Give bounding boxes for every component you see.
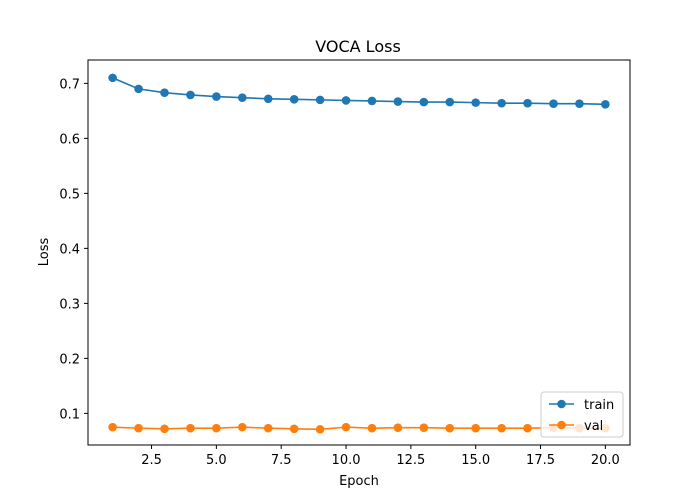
data-point-val (108, 422, 117, 432)
series-line-train (112, 77, 606, 106)
data-point-val (341, 422, 351, 432)
data-point-val (393, 423, 403, 432)
data-point-val (497, 423, 506, 433)
y-axis-title: Loss (37, 238, 52, 267)
data-point-train (471, 98, 480, 107)
data-point-val (367, 423, 377, 433)
x-tick-label: 20.0 (591, 453, 620, 468)
x-tick-label: 15.0 (461, 453, 490, 468)
data-point-val (160, 424, 169, 434)
data-point-train (367, 96, 377, 106)
data-point-train (186, 90, 195, 100)
data-point-train (289, 95, 299, 104)
data-point-val (289, 424, 299, 434)
x-tick-label: 2.5 (141, 453, 162, 468)
x-tick-label: 17.5 (526, 453, 555, 468)
data-point-val (263, 423, 273, 433)
data-point-train (108, 73, 117, 83)
data-point-val (186, 423, 195, 433)
data-point-train (212, 92, 221, 101)
legend-marker-val (557, 420, 566, 430)
x-axis-title: Epoch (339, 474, 379, 489)
data-point-train (263, 94, 273, 104)
legend-label-val: val (584, 419, 603, 434)
x-tick-label: 5.0 (206, 453, 227, 468)
data-point-val (419, 423, 429, 432)
legend: train val (540, 391, 624, 438)
data-point-val (315, 425, 325, 434)
y-tick-label: 0.7 (59, 77, 80, 92)
y-tick-label: 0.2 (59, 352, 80, 367)
data-point-train (523, 98, 532, 108)
y-tick-label: 0.4 (59, 242, 80, 257)
legend-label-train: train (584, 398, 614, 413)
data-point-train (238, 93, 247, 102)
data-point-train (160, 88, 169, 98)
y-tick-label: 0.6 (59, 132, 80, 147)
y-tick-label: 0.1 (59, 407, 80, 422)
data-point-train (601, 99, 610, 109)
data-point-train (341, 96, 351, 105)
y-tick-label: 0.3 (59, 297, 80, 312)
plot-frame (87, 59, 631, 446)
data-point-train (315, 95, 325, 105)
data-point-train (445, 97, 455, 107)
data-point-val (134, 423, 143, 433)
x-tick-label: 10.0 (332, 453, 361, 468)
data-point-val (238, 422, 247, 432)
y-tick-label: 0.5 (59, 187, 80, 202)
data-point-train (393, 97, 403, 106)
data-point-train (497, 98, 506, 108)
data-point-train (134, 84, 143, 94)
series-line-val (112, 426, 606, 431)
x-tick-label: 12.5 (396, 453, 425, 468)
chart-title: VOCA Loss (315, 37, 401, 56)
data-point-train (575, 99, 584, 109)
x-tick-label: 7.5 (271, 453, 292, 468)
data-point-train (419, 97, 429, 107)
data-point-val (445, 423, 455, 433)
data-point-val (212, 423, 221, 433)
data-point-val (471, 423, 480, 433)
data-point-train (549, 99, 558, 109)
legend-marker-train (557, 399, 566, 409)
plot-area (108, 73, 610, 434)
data-point-val (523, 423, 532, 433)
